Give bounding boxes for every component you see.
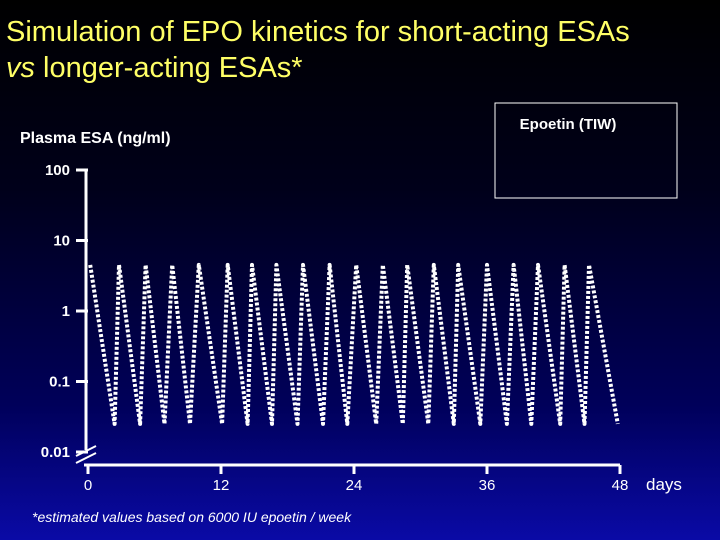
y-axis-break: [75, 445, 97, 464]
x-tick-label-0: 0: [84, 477, 92, 494]
x-tick-label-2: 24: [346, 477, 363, 494]
x-tick-label-4: 48: [612, 477, 629, 494]
title-line-1: Simulation of EPO kinetics for short-act…: [6, 16, 630, 48]
legend-box: [494, 102, 678, 199]
y-tick-label-3: 10: [53, 233, 70, 250]
chart-title: Simulation of EPO kinetics for short-act…: [6, 14, 716, 86]
x-tick-label-3: 36: [479, 477, 496, 494]
legend-entry-epoetin: Epoetin (TIW): [520, 116, 617, 133]
y-tick-label-4: 100: [45, 162, 70, 179]
y-tick-label-0: 0.01: [41, 444, 70, 461]
x-axis-label: days: [646, 475, 682, 494]
y-tick-label-1: 0.1: [49, 374, 70, 391]
footnote: *estimated values based on 6000 IU epoet…: [32, 509, 352, 525]
title-line-2: vs longer-acting ESAs*: [6, 50, 716, 86]
y-tick-label-2: 1: [62, 303, 70, 320]
y-axis-label: Plasma ESA (ng/ml): [20, 130, 171, 147]
title-vs: vs: [6, 52, 35, 84]
x-tick-label-1: 12: [213, 477, 230, 494]
series-line-epoetin: [88, 262, 620, 426]
title-rest: longer-acting ESAs*: [35, 52, 303, 84]
